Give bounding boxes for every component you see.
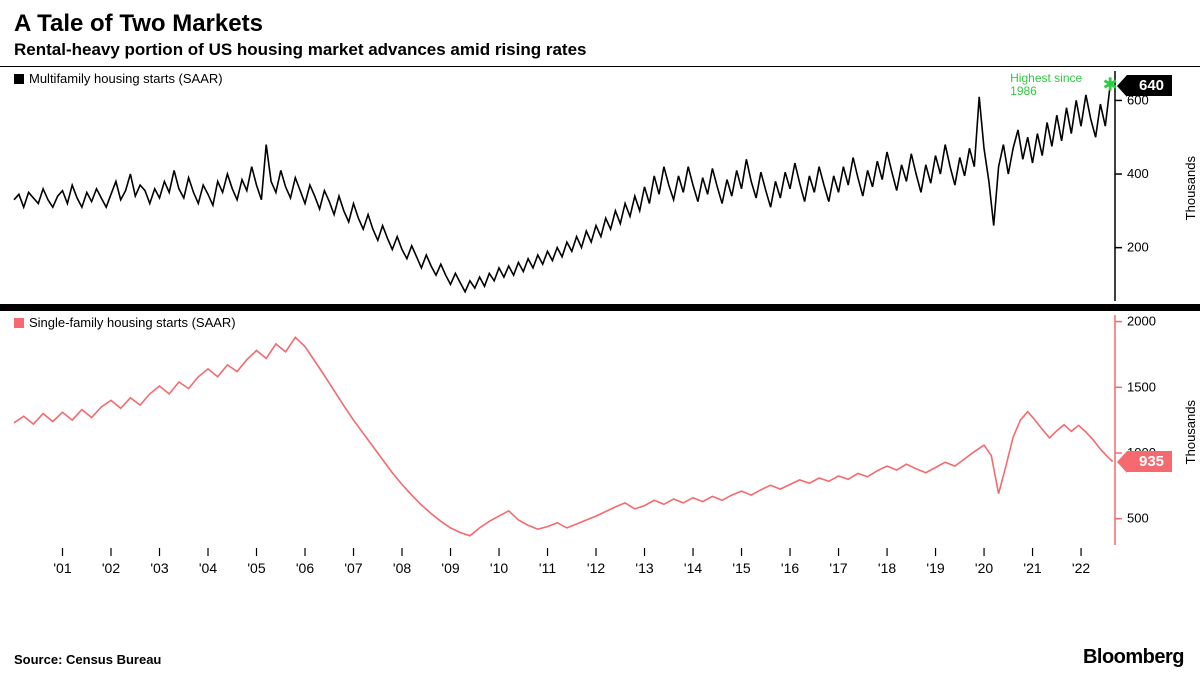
annotation-line2: 1986 xyxy=(1010,84,1037,98)
x-tick-label: '14 xyxy=(684,560,702,576)
panel-multifamily: 200400600✱ Multifamily housing starts (S… xyxy=(0,66,1200,304)
annotation-line1: Highest since xyxy=(1010,71,1082,85)
panel1-y-title: Thousands xyxy=(1183,156,1198,220)
svg-text:1500: 1500 xyxy=(1127,379,1156,394)
panel2-legend: Single-family housing starts (SAAR) xyxy=(14,315,236,330)
x-tick-label: '21 xyxy=(1023,560,1041,576)
x-tick-label: '05 xyxy=(247,560,265,576)
panel2-svg: 500100015002000 xyxy=(0,311,1200,549)
x-tick-label: '13 xyxy=(635,560,653,576)
panel-singlefamily: 500100015002000 Single-family housing st… xyxy=(0,310,1200,548)
bloomberg-brand: Bloomberg xyxy=(1083,646,1184,669)
x-tick-label: '19 xyxy=(926,560,944,576)
panel2-y-title: Thousands xyxy=(1183,400,1198,464)
x-tick-label: '10 xyxy=(490,560,508,576)
chart-area: 200400600✱ Multifamily housing starts (S… xyxy=(0,66,1200,584)
x-tick-label: '17 xyxy=(829,560,847,576)
chart-title: A Tale of Two Markets xyxy=(0,0,1200,40)
x-tick-label: '06 xyxy=(296,560,314,576)
x-tick-label: '01 xyxy=(53,560,71,576)
x-tick-label: '08 xyxy=(393,560,411,576)
x-axis: '01 '02 '03 '04 '05 '06 '07 '08 '09 '10 '11 '12 '13 '… xyxy=(0,548,1200,584)
highest-since-annotation: Highest since 1986 xyxy=(1010,72,1082,98)
chart-subtitle: Rental-heavy portion of US housing marke… xyxy=(0,40,1200,66)
x-tick-label: '18 xyxy=(878,560,896,576)
x-tick-label: '16 xyxy=(781,560,799,576)
panel2-callout: 935 xyxy=(1127,451,1172,472)
panel1-legend-swatch xyxy=(14,74,24,84)
panel2-legend-swatch xyxy=(14,318,24,328)
svg-text:✱: ✱ xyxy=(1103,75,1118,95)
svg-text:500: 500 xyxy=(1127,511,1149,526)
svg-text:400: 400 xyxy=(1127,166,1149,181)
svg-text:2000: 2000 xyxy=(1127,314,1156,329)
x-tick-label: '09 xyxy=(441,560,459,576)
x-tick-label: '02 xyxy=(102,560,120,576)
chart-source: Source: Census Bureau xyxy=(14,652,161,667)
x-tick-label: '15 xyxy=(732,560,750,576)
panel1-legend: Multifamily housing starts (SAAR) xyxy=(14,71,223,86)
panel1-svg: 200400600✱ xyxy=(0,67,1200,305)
panel1-callout: 640 xyxy=(1127,75,1172,96)
x-tick-label: '12 xyxy=(587,560,605,576)
x-tick-label: '04 xyxy=(199,560,217,576)
x-tick-label: '07 xyxy=(344,560,362,576)
panel2-legend-label: Single-family housing starts (SAAR) xyxy=(29,315,236,330)
x-tick-label: '03 xyxy=(150,560,168,576)
svg-text:200: 200 xyxy=(1127,240,1149,255)
x-tick-label: '11 xyxy=(539,560,556,576)
x-tick-label: '20 xyxy=(975,560,993,576)
x-tick-label: '22 xyxy=(1072,560,1090,576)
panel1-legend-label: Multifamily housing starts (SAAR) xyxy=(29,71,223,86)
